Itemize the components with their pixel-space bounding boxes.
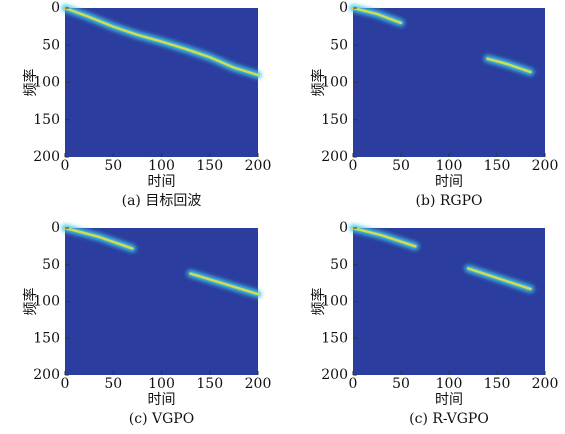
x-axis-label: 时间: [435, 174, 463, 190]
y-tick-label: 100: [321, 294, 348, 310]
plot-background: [65, 228, 258, 375]
x-tick-label: 100: [148, 158, 175, 174]
y-tick-label: 200: [321, 149, 348, 165]
x-axis-label: 时间: [435, 392, 463, 408]
y-tick-label: 50: [330, 37, 348, 53]
x-axis-label: 时间: [148, 392, 176, 408]
x-tick-label: 0: [349, 158, 358, 174]
y-tick-label: 200: [33, 367, 60, 383]
y-tick-label: 0: [51, 220, 60, 236]
x-tick-label: 100: [436, 158, 463, 174]
y-axis-label: 频率: [310, 69, 327, 97]
ridge-core: [189, 272, 260, 296]
y-axis-label: 频率: [22, 69, 39, 97]
x-tick-label: 50: [104, 376, 122, 392]
x-tick-label: 200: [245, 158, 272, 174]
y-tick-label: 100: [321, 75, 348, 91]
y-tick-label: 150: [33, 112, 60, 128]
ridge-core: [486, 57, 532, 74]
plot-background: [65, 8, 258, 157]
y-tick-label: 0: [51, 0, 60, 16]
y-axis-label: 频率: [22, 288, 39, 316]
y-tick-label: 200: [321, 367, 348, 383]
caption: (b) RGPO: [416, 193, 483, 209]
y-tick-label: 100: [33, 294, 60, 310]
y-tick-label: 200: [33, 149, 60, 165]
ridge-core: [351, 6, 403, 25]
x-tick-label: 0: [349, 376, 358, 392]
x-tick-label: 50: [104, 158, 122, 174]
y-tick-label: 0: [339, 220, 348, 236]
caption: (c) VGPO: [129, 411, 194, 427]
y-tick-label: 100: [33, 75, 60, 91]
ridge-core: [351, 226, 417, 248]
caption: (a) 目标回波: [122, 193, 202, 209]
ridge-core: [466, 267, 532, 291]
x-axis-label: 时间: [148, 174, 176, 190]
x-tick-label: 100: [148, 376, 175, 392]
y-tick-label: 50: [330, 257, 348, 273]
plot-background: [353, 228, 545, 375]
y-tick-label: 150: [321, 330, 348, 346]
x-tick-label: 200: [245, 376, 272, 392]
ridge-core: [63, 6, 260, 77]
x-tick-label: 200: [532, 376, 559, 392]
y-tick-label: 0: [339, 0, 348, 16]
x-tick-label: 100: [436, 376, 463, 392]
x-tick-label: 0: [61, 376, 70, 392]
y-tick-label: 150: [321, 112, 348, 128]
y-tick-label: 50: [42, 37, 60, 53]
x-tick-label: 150: [484, 158, 511, 174]
x-tick-label: 150: [484, 376, 511, 392]
x-tick-label: 150: [196, 376, 223, 392]
plot-background: [353, 8, 545, 157]
x-tick-label: 0: [61, 158, 70, 174]
y-axis-label: 频率: [310, 288, 327, 316]
ridge-core: [63, 226, 134, 250]
x-tick-label: 50: [392, 376, 410, 392]
y-tick-label: 150: [33, 330, 60, 346]
x-tick-label: 150: [196, 158, 223, 174]
x-tick-label: 50: [392, 158, 410, 174]
y-tick-label: 50: [42, 257, 60, 273]
x-tick-label: 200: [532, 158, 559, 174]
caption: (c) R-VGPO: [409, 411, 489, 427]
